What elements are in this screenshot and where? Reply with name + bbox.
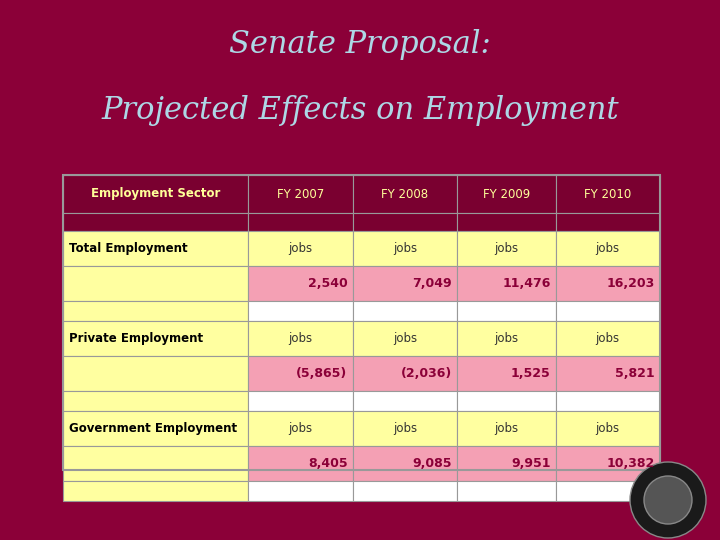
Bar bbox=[457, 231, 556, 266]
Bar bbox=[457, 266, 556, 301]
Bar bbox=[248, 175, 353, 213]
Bar bbox=[353, 175, 457, 213]
Text: Total Employment: Total Employment bbox=[69, 242, 188, 255]
Bar bbox=[353, 411, 457, 446]
Bar bbox=[248, 321, 353, 356]
Bar bbox=[556, 481, 660, 501]
Bar bbox=[63, 301, 248, 321]
Bar bbox=[353, 231, 457, 266]
Bar bbox=[63, 481, 248, 501]
Bar bbox=[556, 231, 660, 266]
Bar bbox=[248, 446, 353, 481]
Bar bbox=[63, 231, 248, 266]
Circle shape bbox=[630, 462, 706, 538]
Bar bbox=[63, 266, 248, 301]
Bar bbox=[457, 481, 556, 501]
Text: jobs: jobs bbox=[494, 332, 518, 345]
Bar bbox=[248, 356, 353, 391]
Bar bbox=[353, 321, 457, 356]
Text: FY 2008: FY 2008 bbox=[381, 187, 428, 200]
Bar bbox=[248, 391, 353, 411]
Bar bbox=[248, 213, 353, 231]
Bar bbox=[63, 446, 248, 481]
Bar bbox=[63, 321, 248, 356]
Text: jobs: jobs bbox=[288, 422, 312, 435]
Bar bbox=[457, 321, 556, 356]
Bar bbox=[556, 266, 660, 301]
Text: 2,540: 2,540 bbox=[307, 277, 348, 290]
Bar bbox=[556, 175, 660, 213]
Text: jobs: jobs bbox=[392, 422, 417, 435]
Text: jobs: jobs bbox=[595, 332, 620, 345]
Text: FY 2007: FY 2007 bbox=[276, 187, 324, 200]
Text: jobs: jobs bbox=[288, 242, 312, 255]
Text: 8,405: 8,405 bbox=[308, 457, 348, 470]
Bar bbox=[63, 356, 248, 391]
Bar bbox=[457, 175, 556, 213]
Bar bbox=[353, 356, 457, 391]
Circle shape bbox=[644, 476, 692, 524]
Bar bbox=[353, 391, 457, 411]
Bar bbox=[353, 213, 457, 231]
Bar bbox=[63, 175, 248, 213]
Bar bbox=[248, 301, 353, 321]
Text: jobs: jobs bbox=[494, 242, 518, 255]
Text: Projected Effects on Employment: Projected Effects on Employment bbox=[102, 94, 618, 125]
Text: (2,036): (2,036) bbox=[401, 367, 452, 380]
Bar bbox=[457, 356, 556, 391]
Bar bbox=[248, 481, 353, 501]
Text: 1,525: 1,525 bbox=[510, 367, 551, 380]
Bar bbox=[457, 213, 556, 231]
Bar bbox=[556, 301, 660, 321]
Bar bbox=[457, 391, 556, 411]
Bar bbox=[353, 266, 457, 301]
Text: 9,951: 9,951 bbox=[511, 457, 551, 470]
Bar bbox=[248, 411, 353, 446]
Text: Government Employment: Government Employment bbox=[69, 422, 237, 435]
Text: jobs: jobs bbox=[392, 242, 417, 255]
Bar bbox=[457, 301, 556, 321]
Bar bbox=[353, 301, 457, 321]
Text: Employment Sector: Employment Sector bbox=[91, 187, 220, 200]
Text: 7,049: 7,049 bbox=[413, 277, 452, 290]
Bar bbox=[556, 356, 660, 391]
Bar bbox=[353, 446, 457, 481]
Text: 16,203: 16,203 bbox=[607, 277, 655, 290]
Bar bbox=[556, 213, 660, 231]
Text: jobs: jobs bbox=[595, 242, 620, 255]
Bar bbox=[248, 266, 353, 301]
Bar bbox=[556, 411, 660, 446]
Bar bbox=[63, 391, 248, 411]
Text: 11,476: 11,476 bbox=[502, 277, 551, 290]
Text: jobs: jobs bbox=[595, 422, 620, 435]
Text: jobs: jobs bbox=[494, 422, 518, 435]
Text: Senate Proposal:: Senate Proposal: bbox=[229, 30, 491, 60]
Bar bbox=[353, 481, 457, 501]
Bar bbox=[556, 321, 660, 356]
Text: (5,865): (5,865) bbox=[297, 367, 348, 380]
Bar bbox=[457, 446, 556, 481]
Bar bbox=[556, 391, 660, 411]
Bar bbox=[63, 213, 248, 231]
Bar bbox=[556, 446, 660, 481]
Text: 10,382: 10,382 bbox=[607, 457, 655, 470]
Bar bbox=[248, 231, 353, 266]
Text: FY 2010: FY 2010 bbox=[584, 187, 631, 200]
Text: Private Employment: Private Employment bbox=[69, 332, 203, 345]
Text: jobs: jobs bbox=[288, 332, 312, 345]
Bar bbox=[63, 175, 660, 470]
Bar bbox=[457, 411, 556, 446]
Bar bbox=[63, 411, 248, 446]
Text: FY 2009: FY 2009 bbox=[482, 187, 530, 200]
Text: 9,085: 9,085 bbox=[413, 457, 452, 470]
Text: jobs: jobs bbox=[392, 332, 417, 345]
Text: 5,821: 5,821 bbox=[616, 367, 655, 380]
